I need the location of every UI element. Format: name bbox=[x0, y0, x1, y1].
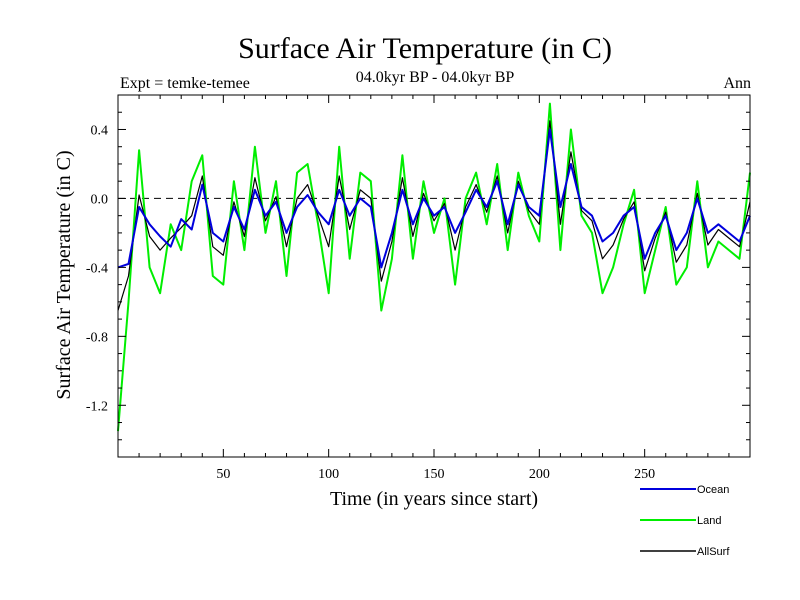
season-label: Ann bbox=[723, 75, 751, 92]
x-tick-label: 50 bbox=[216, 467, 230, 482]
x-tick-label: 150 bbox=[424, 467, 445, 482]
legend-label-land: Land bbox=[697, 515, 721, 527]
series-line-land bbox=[117, 102, 751, 432]
y-tick-label: -0.8 bbox=[86, 330, 108, 345]
experiment-label: Expt = temke-temee bbox=[120, 75, 250, 92]
x-tick-label: 200 bbox=[529, 467, 550, 482]
y-axis-label: Surface Air Temperature (in C) bbox=[53, 150, 75, 399]
chart-title: Surface Air Temperature (in C) bbox=[238, 32, 612, 65]
legend: Ocean Land AllSurf bbox=[640, 484, 730, 558]
y-tick-label: 0.4 bbox=[91, 123, 109, 138]
series-line-ocean bbox=[117, 128, 751, 269]
x-tick-label: 250 bbox=[634, 467, 655, 482]
legend-label-allsurf: AllSurf bbox=[697, 546, 730, 558]
series-line-allsurf bbox=[117, 120, 751, 311]
y-tick-label: -0.4 bbox=[86, 261, 108, 276]
x-axis-label: Time (in years since start) bbox=[330, 488, 538, 510]
legend-label-ocean: Ocean bbox=[697, 484, 729, 496]
chart-subtitle: 04.0kyr BP - 04.0kyr BP bbox=[356, 69, 515, 86]
y-tick-label: 0.0 bbox=[91, 192, 109, 207]
plot-area: 50 100 150 200 250 0.4 0.0 -0.4 -0.8 -1.2 bbox=[86, 94, 751, 482]
y-tick-label: -1.2 bbox=[86, 399, 108, 414]
x-tick-label: 100 bbox=[318, 467, 339, 482]
